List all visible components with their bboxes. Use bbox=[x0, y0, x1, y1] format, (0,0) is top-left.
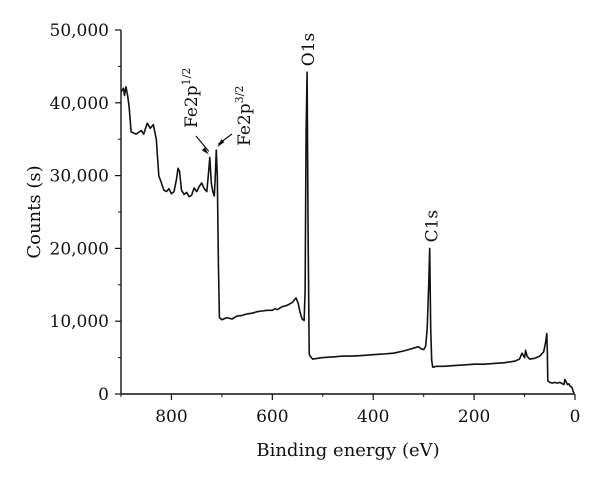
o1s-label: O1s bbox=[299, 33, 319, 66]
c1s-label: C1s bbox=[423, 210, 443, 243]
fe2p-half-arrowhead bbox=[201, 147, 209, 155]
fe2p-three-half-label: Fe2p3/2 bbox=[233, 86, 255, 146]
y-tick-label: 20,000 bbox=[50, 239, 109, 259]
x-tick-label: 0 bbox=[570, 407, 581, 427]
fe2p-three-half-arrowhead bbox=[217, 139, 225, 148]
y-tick-label: 40,000 bbox=[50, 94, 109, 114]
y-tick-label: 30,000 bbox=[50, 167, 109, 187]
x-tick-label: 800 bbox=[155, 407, 187, 427]
series-line bbox=[120, 71, 575, 394]
y-tick-label: 10,000 bbox=[50, 312, 109, 332]
y-tick-label: 0 bbox=[98, 385, 109, 405]
fe2p-half-arrow bbox=[195, 135, 210, 152]
fe2p-half-label: Fe2p1/2 bbox=[180, 68, 202, 128]
x-axis-title: Binding energy (eV) bbox=[256, 440, 439, 461]
x-tick-label: 600 bbox=[256, 407, 288, 427]
peak-annotations: Fe2p1/2 Fe2p3/2 O1s C1s bbox=[180, 33, 443, 243]
x-tick-label: 200 bbox=[458, 407, 490, 427]
x-tick-label: 400 bbox=[357, 407, 389, 427]
plot-area: 800 600 400 200 0 0 10,000 20,000 30,000 40,000 5… bbox=[50, 21, 581, 427]
y-axis-title: Counts (s) bbox=[24, 165, 45, 258]
y-axis-ticks: 0 10,000 20,000 30,000 40,000 50,000 bbox=[50, 21, 121, 405]
x-axis-ticks: 800 600 400 200 0 bbox=[120, 394, 581, 427]
y-tick-label: 50,000 bbox=[50, 21, 109, 41]
